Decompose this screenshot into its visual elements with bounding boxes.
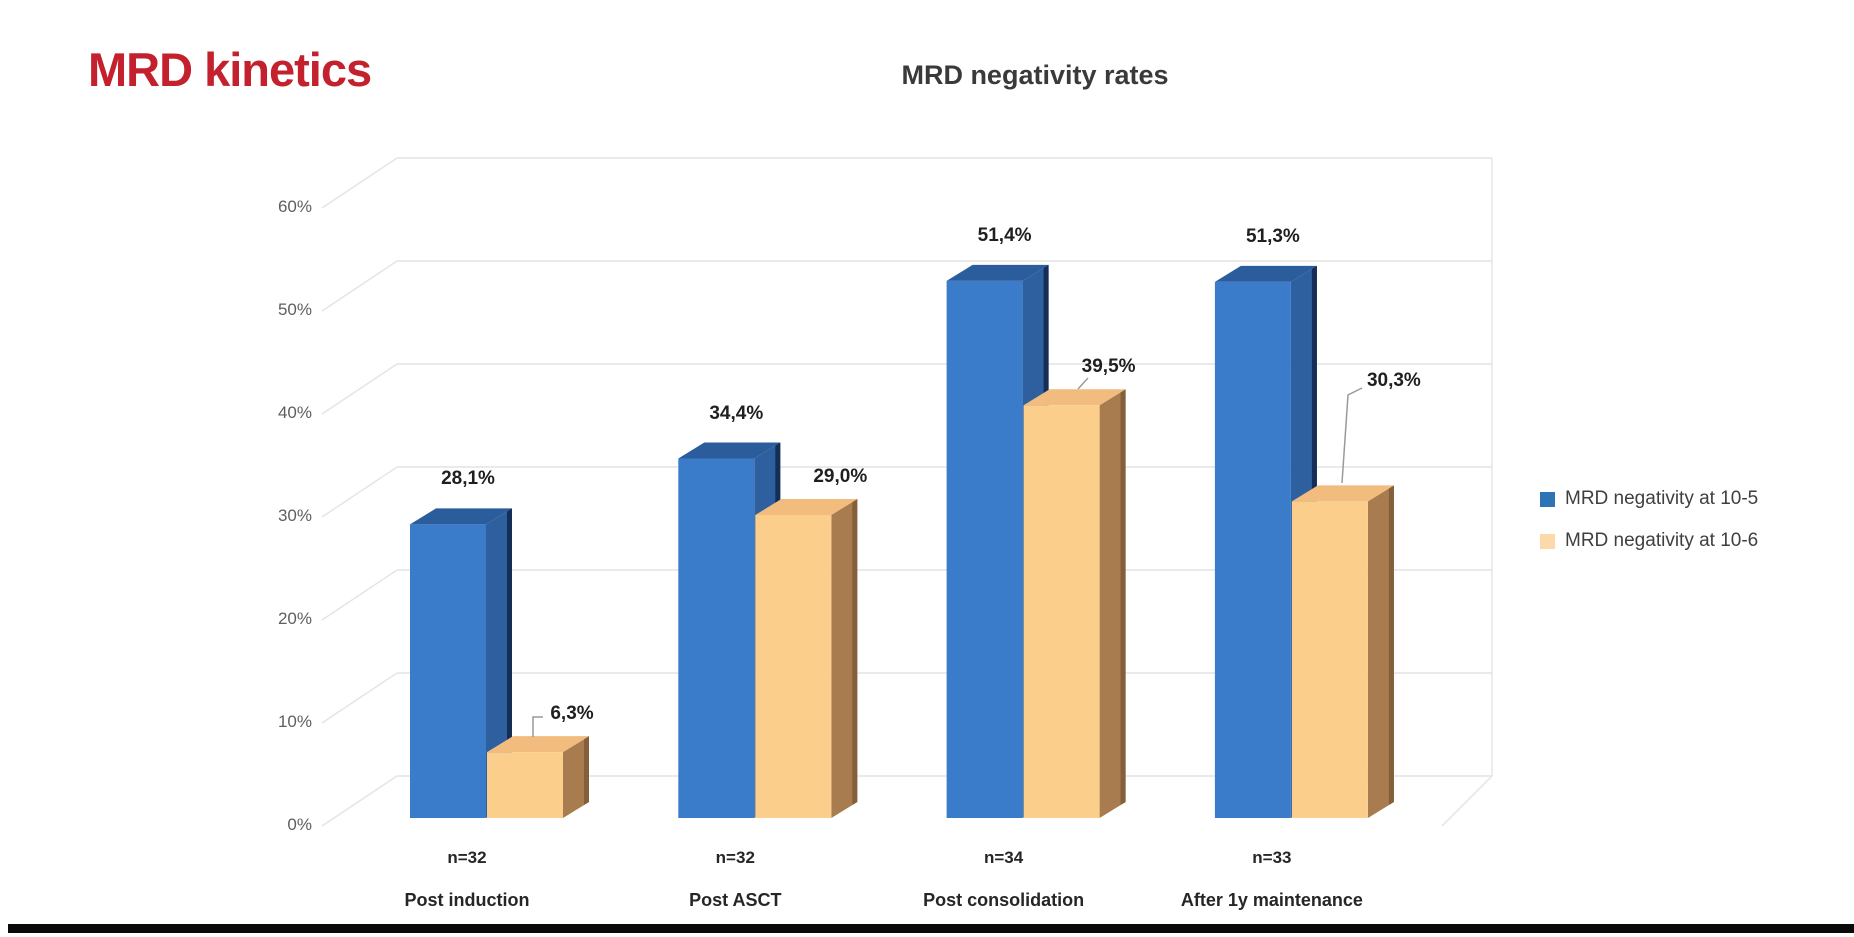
- bar-front-mrd-10-5: [678, 458, 755, 818]
- bar-top-face: [1214, 265, 1317, 282]
- y-tick-label: 60%: [277, 197, 312, 216]
- bar-value-label: 29,0%: [813, 465, 868, 487]
- bar-side-face: [563, 736, 589, 818]
- y-tick-label: 50%: [277, 300, 312, 319]
- bar-front-mrd-10-6: [1023, 405, 1100, 818]
- y-tick-label: 0%: [287, 815, 312, 834]
- gridline-diagonal: [321, 672, 398, 724]
- chart-legend: MRD negativity at 10-5 MRD negativity at …: [1540, 488, 1758, 552]
- bar-front-mrd-10-6: [1291, 501, 1368, 818]
- gridline-diagonal: [321, 260, 398, 312]
- gridline-diagonal: [321, 363, 398, 415]
- legend-item: MRD negativity at 10-6: [1540, 530, 1758, 552]
- gridline-diagonal: [321, 569, 398, 621]
- leader-line: [1341, 387, 1363, 484]
- slide-title: MRD kinetics: [88, 43, 372, 96]
- y-tick-label: 30%: [277, 506, 312, 525]
- bar-side-face: [486, 508, 512, 818]
- category-label: After 1y maintenance: [1180, 890, 1363, 910]
- bar-value-label: 51,4%: [977, 224, 1032, 246]
- bar-front-mrd-10-5: [410, 524, 486, 818]
- bar-value-label: 6,3%: [550, 703, 594, 725]
- legend-swatch-icon: [1540, 533, 1555, 549]
- bar-side-edge: [1120, 389, 1126, 805]
- bar-top-face: [678, 442, 781, 459]
- leader-line: [1077, 377, 1089, 390]
- bar-front-mrd-10-6: [487, 752, 563, 818]
- floor-right-edge: [1441, 775, 1493, 827]
- category-n-label: n=33: [1252, 848, 1292, 867]
- legend-item: MRD negativity at 10-5: [1540, 488, 1758, 510]
- bar-top-face: [487, 736, 589, 753]
- bar-top-face: [1023, 389, 1126, 406]
- gridline-diagonal: [321, 157, 398, 209]
- legend-label: MRD negativity at 10-6: [1565, 530, 1759, 551]
- bar-side-edge: [584, 736, 589, 805]
- category-n-label: n=34: [983, 848, 1024, 867]
- bar-value-label: 30,3%: [1366, 370, 1421, 392]
- bar-side-face: [1099, 389, 1126, 818]
- bar-side-face: [1367, 485, 1394, 818]
- gridline-diagonal: [321, 775, 398, 827]
- bar-top-face: [410, 508, 512, 525]
- chart-title: MRD negativity rates: [901, 60, 1169, 90]
- bar-top-face: [1291, 485, 1394, 502]
- legend-swatch-icon: [1540, 491, 1555, 507]
- category-n-label: n=32: [447, 848, 487, 867]
- bar-side-edge: [1388, 485, 1394, 805]
- category-label: Post ASCT: [689, 890, 782, 910]
- gridline-diagonal: [321, 466, 398, 518]
- category-n-label: n=32: [715, 848, 755, 867]
- slide-bottom-border: [8, 924, 1854, 933]
- bar-value-label: 28,1%: [441, 468, 495, 490]
- bar-value-label: 51,3%: [1245, 225, 1300, 247]
- bar-front-mrd-10-5: [946, 280, 1023, 818]
- bar-front-mrd-10-6: [755, 514, 832, 818]
- bar-top-face: [755, 498, 858, 515]
- bar-value-label: 39,5%: [1081, 356, 1136, 378]
- bar-top-face: [946, 264, 1049, 281]
- y-tick-label: 10%: [277, 712, 312, 731]
- category-label: Post consolidation: [923, 890, 1085, 910]
- bar-side-edge: [507, 508, 512, 805]
- y-tick-label: 20%: [277, 609, 312, 628]
- leader-line: [532, 716, 543, 737]
- bar-side-face: [831, 498, 858, 818]
- legend-label: MRD negativity at 10-5: [1565, 488, 1759, 509]
- bar-value-label: 34,4%: [709, 402, 764, 424]
- bar-front-mrd-10-5: [1214, 281, 1291, 818]
- bar-side-edge: [852, 498, 858, 805]
- category-label: Post induction: [404, 890, 530, 910]
- y-tick-label: 40%: [277, 403, 312, 422]
